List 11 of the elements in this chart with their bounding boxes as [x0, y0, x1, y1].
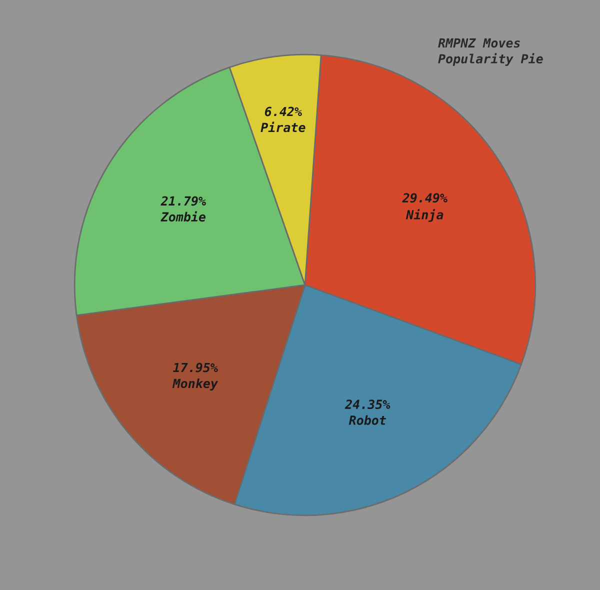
- slice-label: Pirate: [260, 122, 306, 132]
- data-label: 24.35%: [344, 400, 390, 410]
- data-label: 21.79%: [160, 196, 206, 206]
- data-label: 29.49%: [402, 193, 448, 203]
- data-label: 6.42%: [264, 106, 302, 116]
- slice-label: Robot: [348, 415, 386, 425]
- slice-label: Monkey: [172, 378, 218, 391]
- data-label: 17.95%: [173, 362, 218, 372]
- slice-label: Ninja: [406, 209, 444, 222]
- slice-label: Zombie: [160, 211, 206, 222]
- chart-title: RMPNZ Moves Popularity Pie: [438, 38, 543, 66]
